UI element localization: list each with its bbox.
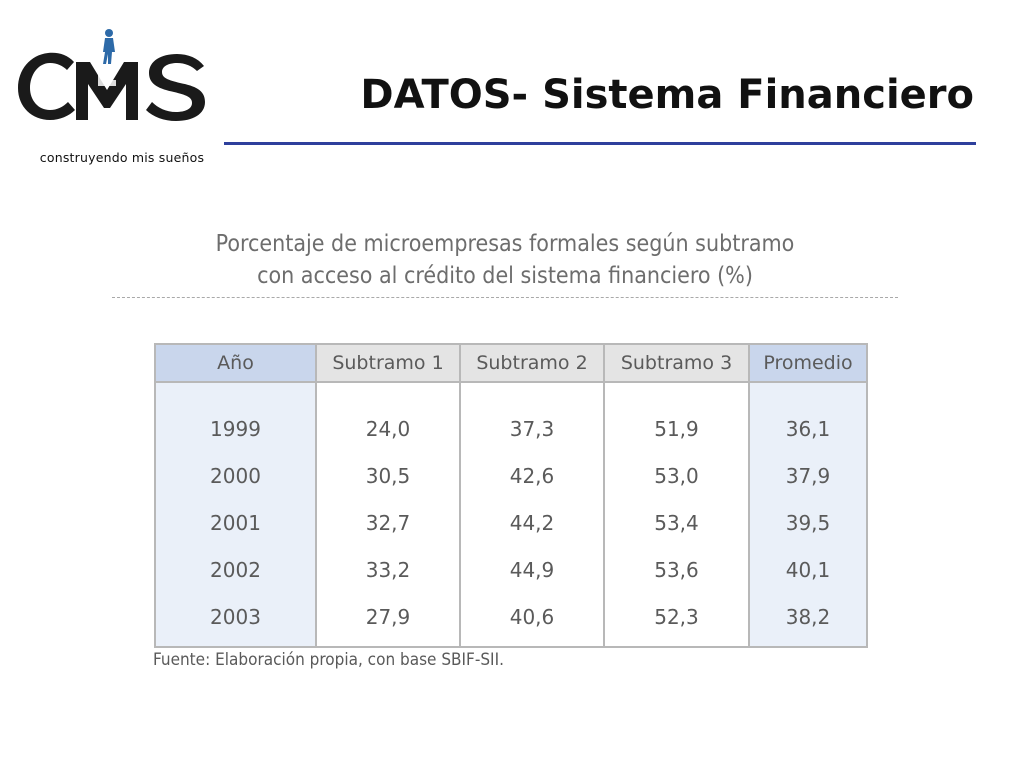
header-subtramo-1: Subtramo 1 [315,343,461,383]
cell-subtramo-2: 44,9 [459,546,605,593]
cell-promedio: 38,2 [748,593,868,648]
cell-year: 2000 [154,452,317,499]
table-row: 2001 32,7 44,2 53,4 39,5 [154,499,868,546]
header-ano: Año [154,343,317,383]
table-title-line-1: Porcentaje de microempresas formales seg… [215,231,795,257]
cell-year: 2001 [154,499,317,546]
cell-promedio: 36,1 [748,382,868,452]
logo-letter-m [76,62,138,120]
cms-logo-graphic [18,29,205,121]
cell-subtramo-2: 37,3 [459,382,605,452]
cell-promedio: 39,5 [748,499,868,546]
logo-stairs [98,68,116,86]
cell-subtramo-3: 51,9 [603,382,750,452]
dashed-divider [112,297,898,298]
cell-subtramo-1: 27,9 [315,593,461,648]
cell-promedio: 37,9 [748,452,868,499]
cell-subtramo-1: 30,5 [315,452,461,499]
cell-year: 2003 [154,593,317,648]
cell-subtramo-3: 53,4 [603,499,750,546]
logo-letter-c [18,52,75,120]
table-title: Porcentaje de microempresas formales seg… [110,228,900,292]
cell-subtramo-1: 32,7 [315,499,461,546]
title-underline [224,142,976,145]
cell-subtramo-3: 53,0 [603,452,750,499]
cms-logo: construyendo mis sueños [12,28,212,165]
logo-letter-s [146,54,205,121]
cell-subtramo-2: 44,2 [459,499,605,546]
cell-subtramo-3: 53,6 [603,546,750,593]
logo-figure [103,29,115,64]
table-row: 2003 27,9 40,6 52,3 38,2 [154,593,868,648]
cell-subtramo-2: 42,6 [459,452,605,499]
source-note: Fuente: Elaboración propia, con base SBI… [153,650,504,670]
table-header-row: Año Subtramo 1 Subtramo 2 Subtramo 3 Pro… [154,343,868,383]
table-title-line-2: con acceso al crédito del sistema financ… [257,263,753,289]
header-subtramo-3: Subtramo 3 [603,343,750,383]
cell-subtramo-3: 52,3 [603,593,750,648]
header-subtramo-2: Subtramo 2 [459,343,605,383]
cell-subtramo-2: 40,6 [459,593,605,648]
header-promedio: Promedio [748,343,868,383]
cell-year: 2002 [154,546,317,593]
cell-year: 1999 [154,382,317,452]
cell-subtramo-1: 33,2 [315,546,461,593]
cell-subtramo-1: 24,0 [315,382,461,452]
logo-tagline: construyendo mis sueños [39,150,205,165]
microempresas-credit-table: Año Subtramo 1 Subtramo 2 Subtramo 3 Pro… [154,343,868,648]
table-row: 2002 33,2 44,9 53,6 40,1 [154,546,868,593]
table-row: 1999 24,0 37,3 51,9 36,1 [154,382,868,452]
cell-promedio: 40,1 [748,546,868,593]
table-row: 2000 30,5 42,6 53,0 37,9 [154,452,868,499]
slide-title: DATOS- Sistema Financiero [360,72,974,118]
